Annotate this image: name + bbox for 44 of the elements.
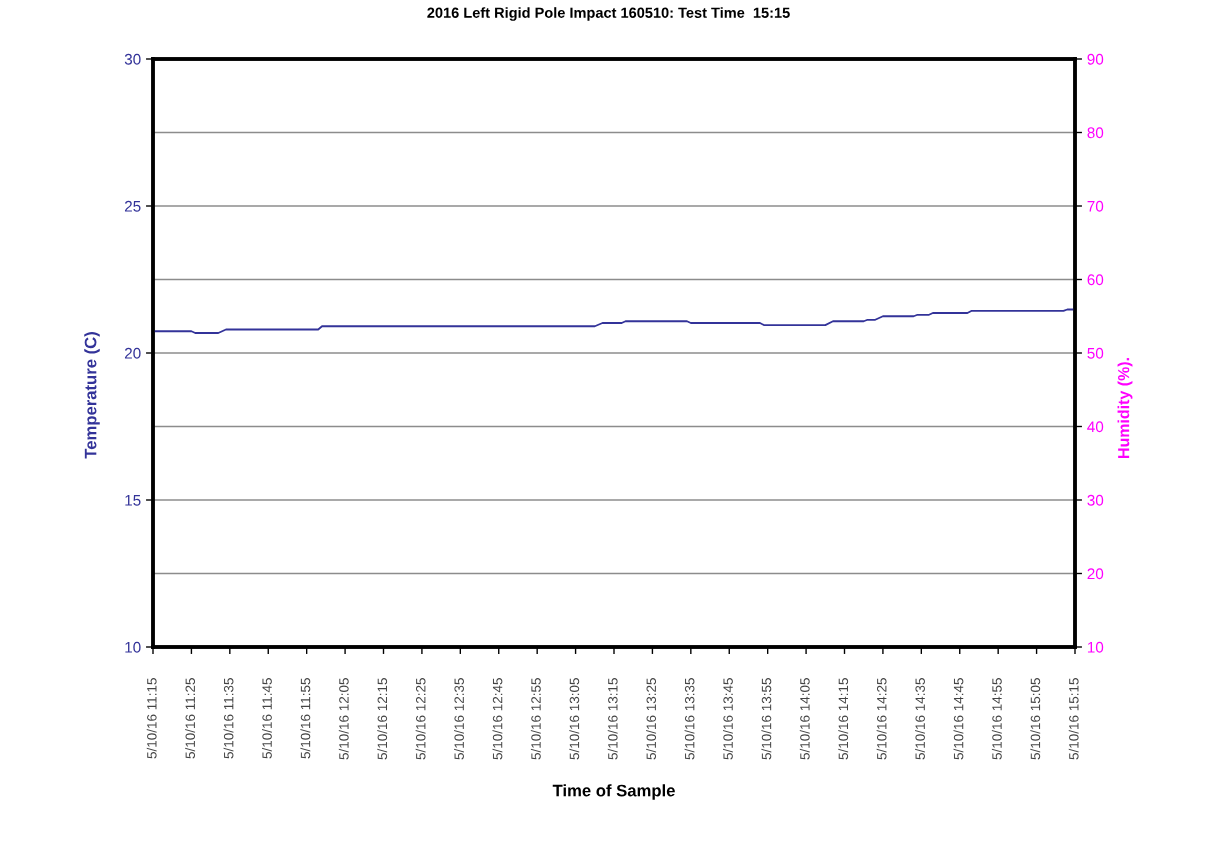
- x-tick-label: 5/10/16 12:35: [454, 678, 464, 760]
- y2-axis-title: Humidity (%).: [1117, 358, 1133, 458]
- y2-tick-label: 40: [1087, 421, 1104, 433]
- y2-tick-label: 10: [1087, 641, 1104, 653]
- y2-tick-label: 70: [1087, 200, 1104, 212]
- y2-tick-label: 90: [1087, 53, 1104, 65]
- x-tick-label: 5/10/16 11:25: [185, 678, 196, 759]
- x-tick-label: 5/10/16 14:15: [838, 678, 849, 760]
- y-tick-label: 20: [124, 347, 141, 359]
- x-tick-label: 5/10/16 12:05: [338, 678, 349, 760]
- line-series: [153, 308, 1075, 334]
- x-tick-label: 5/10/16 14:35: [915, 678, 925, 760]
- x-tick-label: 5/10/16 13:45: [722, 678, 733, 760]
- y-tick-label: 10: [125, 641, 141, 653]
- x-tick-label: 5/10/16 14:05: [799, 678, 810, 760]
- x-tick-label: 5/10/16 14:25: [876, 678, 887, 760]
- y2-tick-label: 50: [1087, 347, 1104, 359]
- x-tick-label: 5/10/16 12:25: [415, 678, 426, 760]
- x-tick-label: 5/10/16 13:25: [646, 678, 657, 760]
- x-tick-label: 5/10/16 13:15: [607, 678, 618, 760]
- y-tick-label: 15: [125, 495, 141, 506]
- x-tick-label: 5/10/16 12:55: [530, 678, 541, 760]
- x-tick-label: 5/10/16 11:15: [146, 678, 157, 759]
- y2-tick-label: 30: [1087, 494, 1104, 506]
- x-tick-label: 5/10/16 14:55: [991, 678, 1002, 760]
- x-tick-label: 5/10/16 13:55: [761, 678, 772, 760]
- x-tick-label: 5/10/16 14:45: [953, 678, 964, 760]
- y-tick-label: 25: [124, 200, 141, 212]
- x-tick-label: 5/10/16 13:05: [569, 678, 580, 760]
- x-tick-label: 5/10/16 15:15: [1068, 678, 1079, 760]
- x-axis-title: Time of Sample: [552, 784, 675, 800]
- x-tick-label: 5/10/16 11:35: [223, 678, 234, 759]
- x-tick-label: 5/10/16 13:35: [684, 678, 695, 760]
- y2-tick-label: 80: [1087, 127, 1104, 139]
- x-tick-label: 5/10/16 12:45: [492, 678, 503, 760]
- x-tick-label: 5/10/16 12:15: [377, 678, 388, 760]
- y2-tick-label: 60: [1087, 274, 1104, 286]
- y2-tick-label: 20: [1087, 568, 1104, 580]
- y-tick-label: 30: [124, 53, 141, 65]
- x-tick-label: 5/10/16 15:05: [1030, 678, 1041, 760]
- x-tick-label: 5/10/16 11:45: [261, 678, 272, 759]
- chart-title: 2016 Left Rigid Pole Impact 160510: Test Time 15:15: [427, 7, 790, 21]
- y-axis-title: Temperature (C): [84, 332, 100, 459]
- x-tick-label: 5/10/16 11:55: [300, 678, 311, 759]
